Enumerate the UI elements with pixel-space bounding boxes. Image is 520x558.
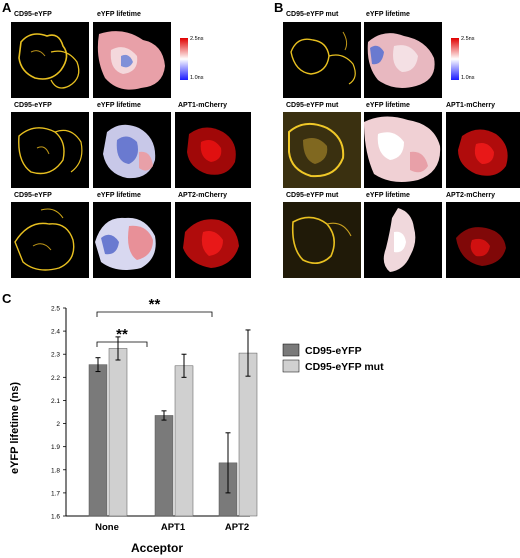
y-tick-label: 2.4	[51, 329, 60, 336]
y-tick-label: 2.1	[51, 398, 60, 405]
x-tick-label: APT2	[225, 522, 249, 533]
label-cd95-eyfp: CD95-eYFP	[14, 102, 52, 109]
scale-min-label: 1.0ns	[190, 75, 204, 81]
legend-swatch-cd95-eyfp-mut	[282, 359, 300, 373]
micrograph-cd95-eyfp-mut	[283, 202, 361, 278]
label-apt2-mcherry: APT2-mCherry	[178, 192, 228, 199]
y-tick-label: 1.7	[51, 490, 60, 497]
bar-apt2-series2	[238, 352, 258, 517]
label-eyfp-lifetime: eYFP lifetime	[366, 11, 410, 18]
label-eyfp-lifetime: eYFP lifetime	[97, 192, 141, 199]
micrograph-cd95-eyfp	[11, 112, 89, 188]
y-tick-label: 1.8	[51, 467, 60, 474]
micrograph-lifetime	[93, 112, 171, 188]
y-tick-label: 1.6	[51, 514, 60, 521]
label-cd95-eyfp: CD95-eYFP	[14, 11, 52, 18]
scale-max-label: 2.5ns	[461, 36, 475, 42]
legend-label-cd95-eyfp: CD95-eYFP	[305, 345, 362, 357]
lifetime-color-scale	[180, 38, 188, 80]
x-tick-label: None	[95, 522, 119, 533]
scale-max-label: 2.5ns	[190, 36, 204, 42]
label-eyfp-lifetime: eYFP lifetime	[366, 102, 410, 109]
micrograph-lifetime	[93, 22, 171, 98]
y-axis-label: eYFP lifetime (ns)	[9, 382, 21, 474]
micrograph-apt1-mcherry	[446, 112, 520, 188]
micrograph-apt2-mcherry	[446, 202, 520, 278]
label-eyfp-lifetime: eYFP lifetime	[97, 11, 141, 18]
panel-letter-a: A	[2, 0, 12, 15]
label-cd95-eyfp-mut: CD95-eYFP mut	[286, 11, 339, 18]
legend-swatch-cd95-eyfp	[282, 343, 300, 357]
x-axis-label: Acceptor	[131, 541, 183, 555]
y-tick-label: 1.9	[51, 444, 60, 451]
panel-letter-b: B	[274, 0, 284, 15]
micrograph-apt1-mcherry	[175, 112, 251, 188]
significance-bracket-apt2	[96, 311, 213, 317]
label-apt1-mcherry: APT1-mCherry	[178, 102, 228, 109]
micrograph-lifetime	[364, 202, 442, 278]
micrograph-cd95-eyfp	[11, 202, 89, 278]
y-tick-label: 2.5	[51, 306, 60, 313]
micrograph-cd95-eyfp-mut	[283, 22, 361, 98]
label-cd95-eyfp-mut: CD95-eYFP mut	[286, 192, 339, 199]
micrograph-lifetime	[364, 22, 442, 98]
micrograph-lifetime	[93, 202, 171, 278]
significance-bracket-apt1	[96, 341, 148, 347]
bar-none-series1	[88, 364, 108, 517]
bar-none-series2	[108, 348, 128, 517]
significance-bracket-apt1-label: **	[116, 326, 128, 343]
bar-apt1-series1	[154, 415, 174, 517]
x-tick-label: APT1	[161, 522, 186, 533]
y-tick-label: 2.3	[51, 352, 60, 359]
bar-apt1-series2	[174, 365, 194, 517]
label-apt2-mcherry: APT2-mCherry	[446, 192, 496, 199]
lifetime-bar-chart: 1.6 1.7 1.8 1.9 2 2.1 2.2 2.3 2.4 2.5 None APT1 APT2…	[9, 296, 384, 555]
y-tick-label: 2.2	[51, 375, 60, 382]
micrograph-cd95-eyfp-mut	[283, 112, 361, 188]
label-cd95-eyfp-mut: CD95-eYFP mut	[286, 102, 339, 109]
micrograph-apt2-mcherry	[175, 202, 251, 278]
significance-bracket-apt2-label: **	[149, 296, 161, 313]
lifetime-color-scale	[451, 38, 459, 80]
label-cd95-eyfp: CD95-eYFP	[14, 192, 52, 199]
y-tick-label: 2	[56, 421, 60, 428]
label-eyfp-lifetime: eYFP lifetime	[366, 192, 410, 199]
panel-letter-c: C	[2, 291, 12, 306]
label-eyfp-lifetime: eYFP lifetime	[97, 102, 141, 109]
micrograph-cd95-eyfp	[11, 22, 89, 98]
scale-min-label: 1.0ns	[461, 75, 475, 81]
micrograph-lifetime	[364, 112, 442, 188]
legend-label-cd95-eyfp-mut: CD95-eYFP mut	[305, 361, 384, 373]
label-apt1-mcherry: APT1-mCherry	[446, 102, 496, 109]
